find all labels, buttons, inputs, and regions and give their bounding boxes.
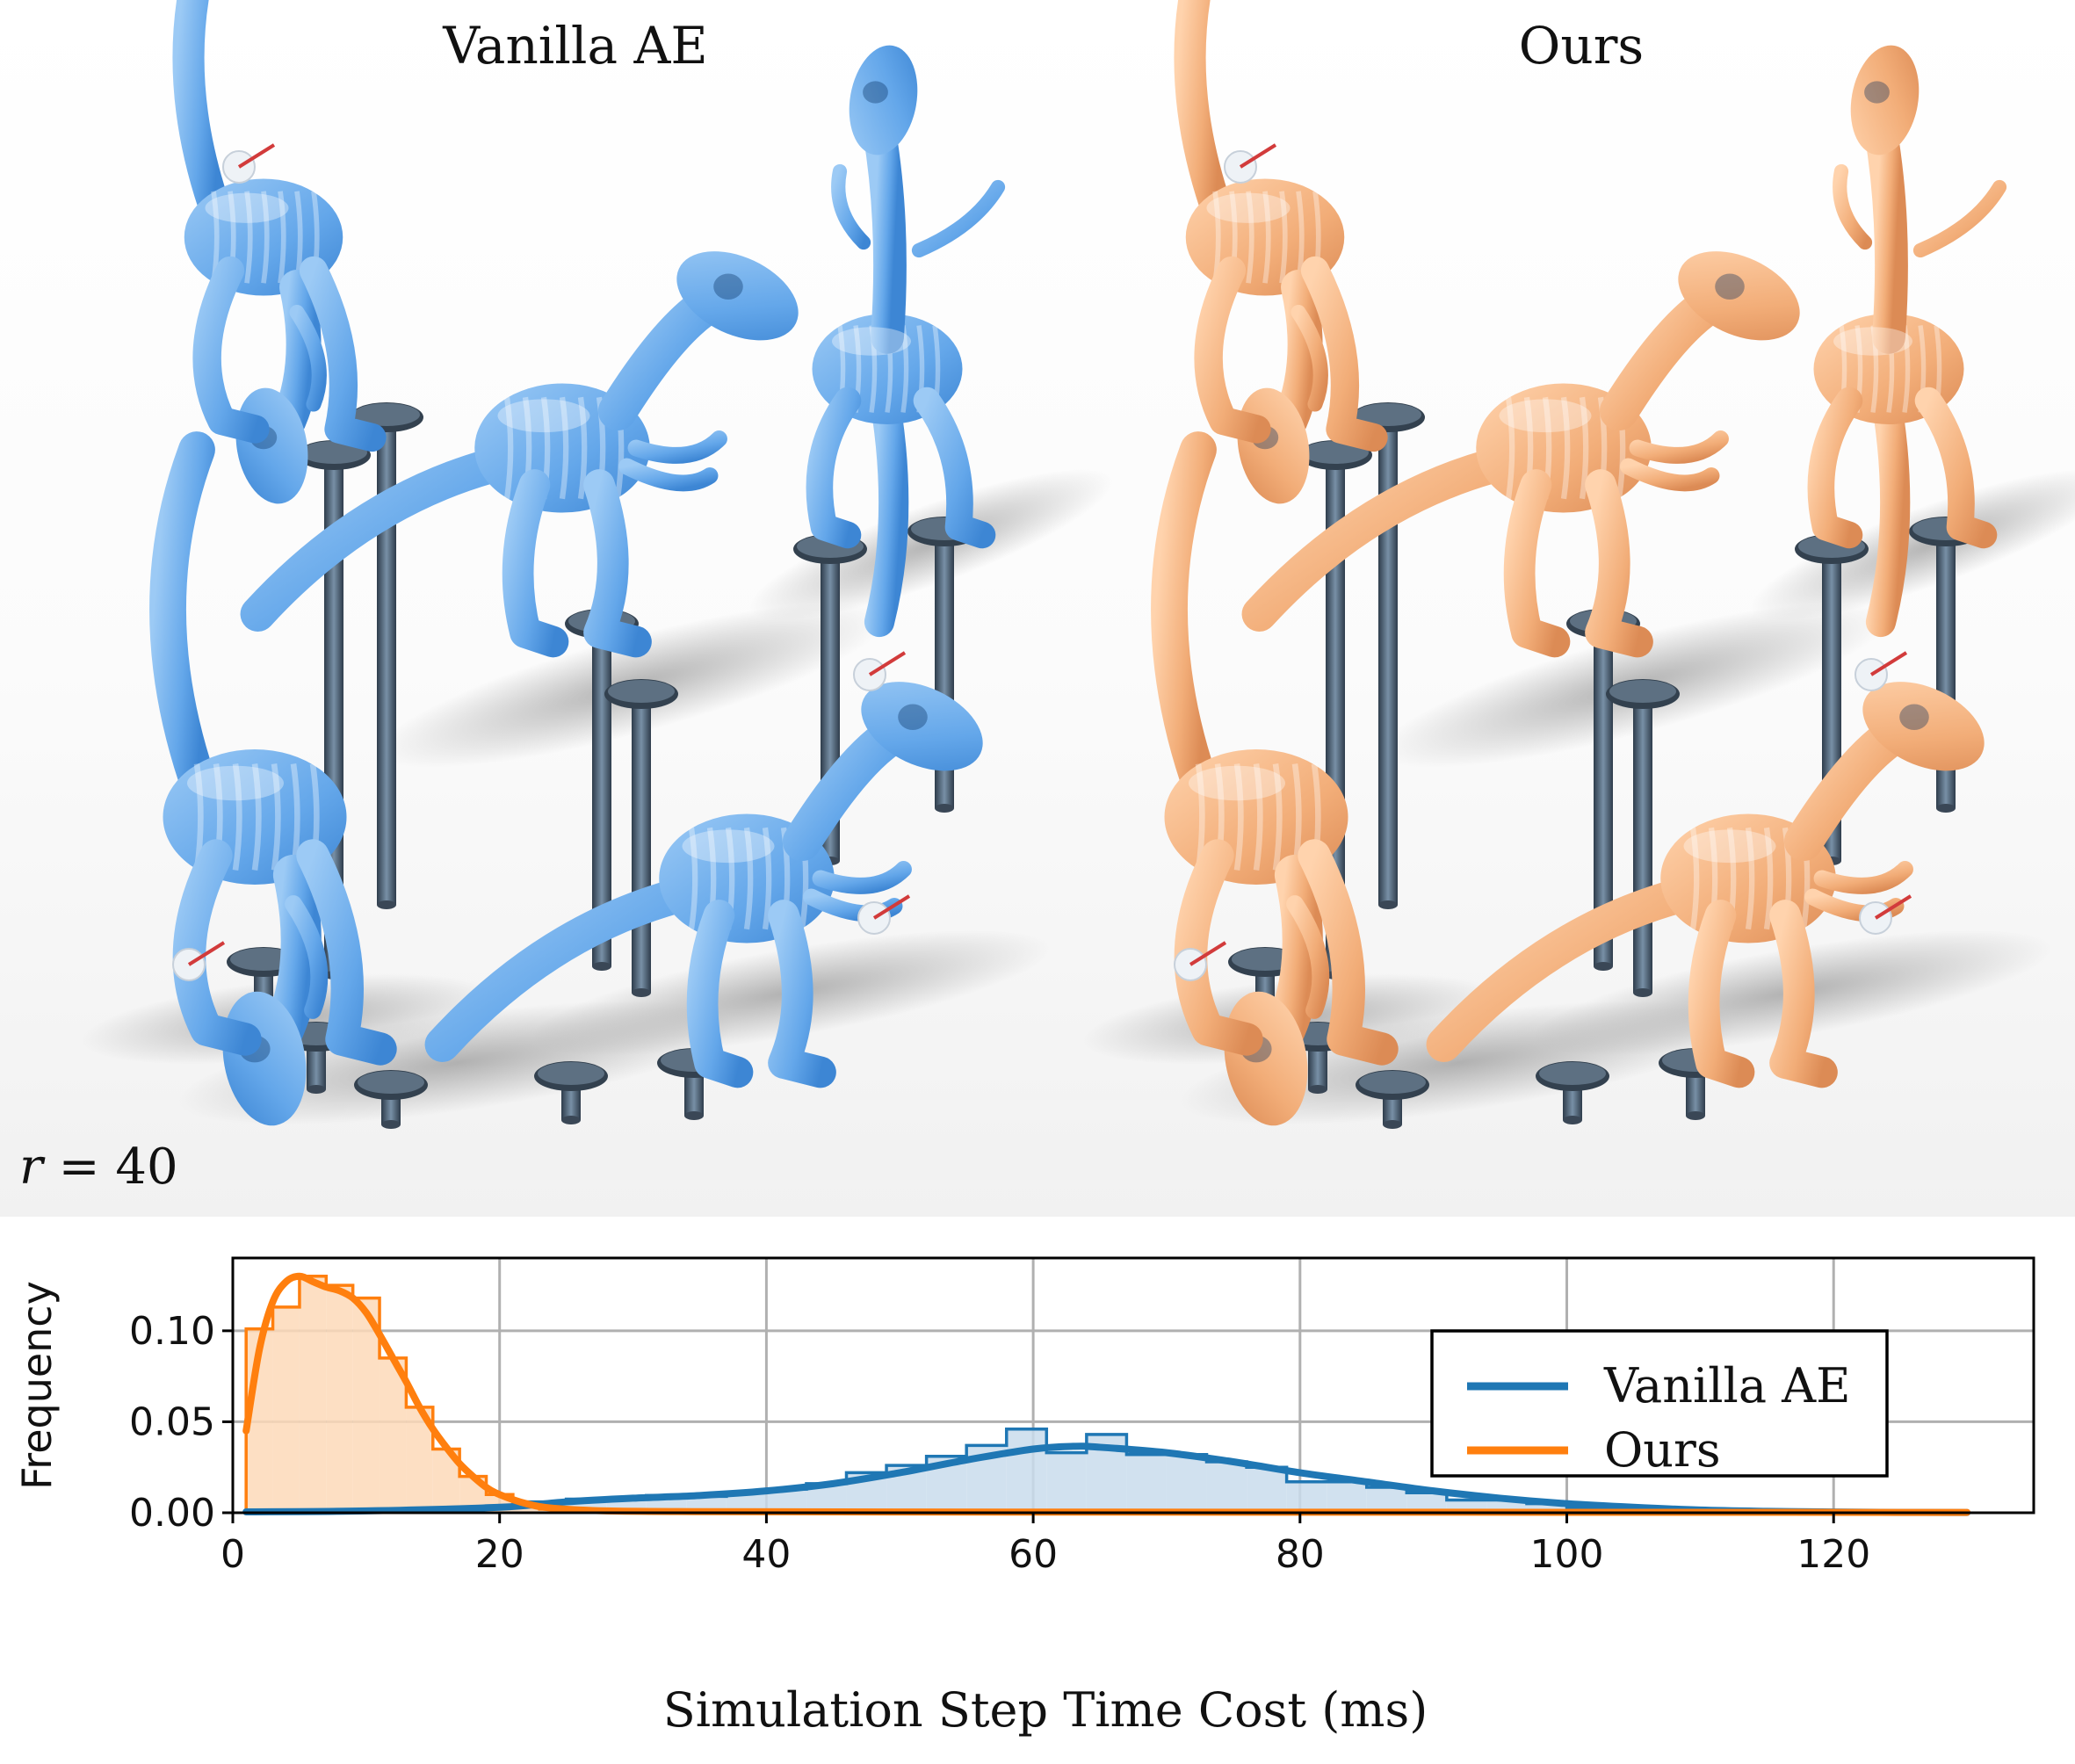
plot-frame [231, 1256, 2035, 1515]
x-tick-label: 120 [1797, 1532, 1870, 1577]
histogram-ours [244, 1274, 568, 1513]
stand-pole [1356, 1070, 1429, 1129]
dinosaur-model [1241, 251, 1800, 658]
x-tick-label: 100 [1530, 1532, 1604, 1577]
y-tick-label: 0.05 [129, 1399, 215, 1444]
dinosaur-model [1174, 0, 1388, 504]
dinosaur-model [806, 45, 1006, 638]
parameter-variable: r [19, 1139, 43, 1196]
render-scene [80, 0, 2075, 1129]
histogram-bar [1406, 1493, 1447, 1513]
y-axis-label: Frequency [13, 1281, 61, 1490]
force-vector [868, 651, 907, 676]
histogram-bar [1046, 1452, 1087, 1513]
x-tick-label: 20 [475, 1532, 524, 1577]
legend-label-vanilla: Vanilla AE [1603, 1358, 1851, 1413]
histogram-bar [1126, 1454, 1167, 1513]
legend: Vanilla AE Ours [1430, 1329, 1889, 1478]
chart-histograms [244, 1274, 1969, 1515]
force-vector [872, 894, 911, 920]
dinosaur-model [240, 251, 799, 658]
force-vector [1189, 941, 1227, 966]
y-tick-label: 0.10 [129, 1309, 215, 1354]
histogram-bar [1366, 1487, 1407, 1513]
parameter-label: r = 40 [19, 1139, 178, 1196]
x-tick-label: 40 [741, 1532, 791, 1577]
x-tick-label: 80 [1276, 1532, 1325, 1577]
vanilla-ae-render [80, 0, 1114, 1129]
dinosaur-model [172, 0, 387, 504]
y-tick-label: 0.00 [129, 1491, 215, 1536]
dinosaur-model [1151, 431, 1399, 1126]
histogram-bar [1006, 1428, 1047, 1513]
histogram-bar [1286, 1481, 1327, 1513]
legend-label-ours: Ours [1604, 1422, 1721, 1478]
chart-ticks: 0 20 40 60 80 100 120 0.00 0.05 0.10 [129, 1309, 1870, 1577]
histogram-chart: 0 20 40 60 80 100 120 0.00 0.05 0.10 Simulation S… [13, 1256, 2035, 1738]
force-vector [187, 941, 226, 966]
x-axis-label: Simulation Step Time Cost (ms) [663, 1682, 1428, 1738]
histogram-bar [1166, 1454, 1207, 1513]
histogram-bar [1206, 1462, 1247, 1513]
histogram-bar [299, 1276, 327, 1513]
right-panel-title: Ours [1518, 16, 1645, 76]
force-vector [1239, 143, 1277, 169]
x-tick-label: 0 [221, 1532, 245, 1577]
stand-pole [350, 402, 423, 909]
histogram-bar [272, 1306, 300, 1513]
parameter-value: = 40 [58, 1139, 178, 1196]
dinosaur-model [149, 431, 397, 1126]
render-panel: Vanilla AE Ours r = 40 [0, 0, 2075, 1217]
force-vector [1869, 651, 1908, 676]
left-panel-title: Vanilla AE [443, 16, 708, 76]
histogram-bar [380, 1357, 407, 1513]
dinosaur-model [1807, 45, 2007, 638]
ours-render [1081, 0, 2075, 1129]
histogram-bar [1526, 1503, 1567, 1513]
force-vector [237, 143, 276, 169]
x-tick-label: 60 [1009, 1532, 1058, 1577]
legend-box [1430, 1329, 1889, 1478]
stand-pole [354, 1070, 428, 1129]
histogram-bar [352, 1298, 380, 1513]
histogram-bar [1247, 1467, 1287, 1513]
stand-pole [1536, 1061, 1609, 1124]
histogram-bar [726, 1493, 767, 1513]
histogram-bar [326, 1285, 353, 1513]
stand-pole [534, 1061, 608, 1124]
histogram-bar [1327, 1481, 1367, 1513]
force-vector [1874, 894, 1912, 920]
